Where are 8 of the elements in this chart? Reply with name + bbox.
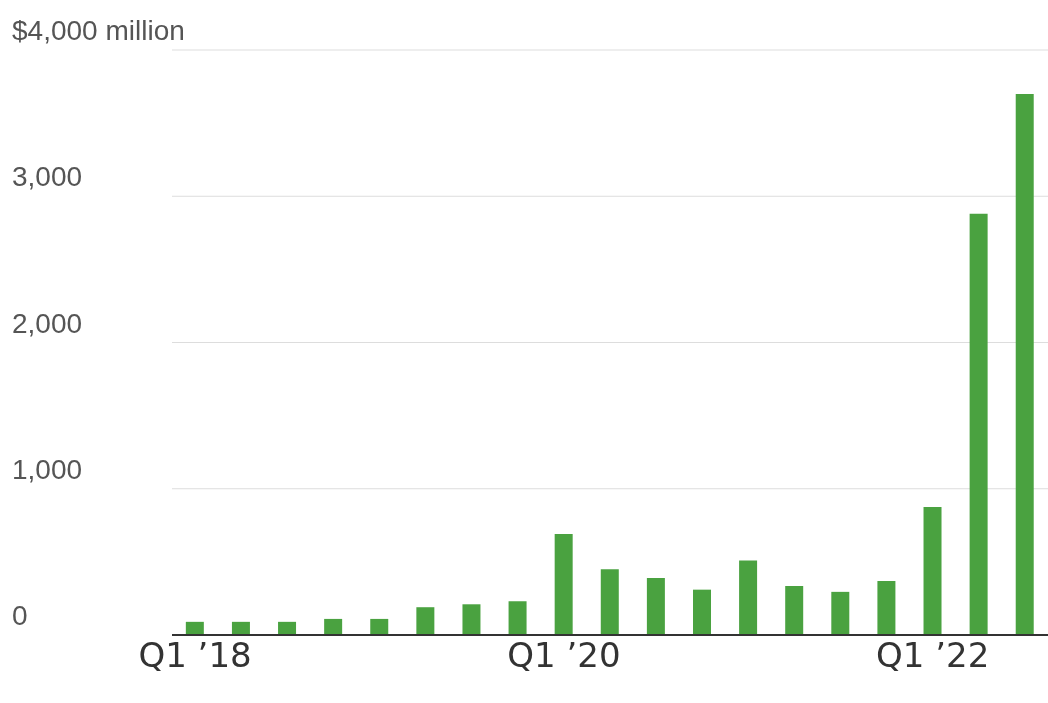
x-tick-label: Q1 ’18 <box>138 635 252 676</box>
y-tick-label: 1,000 <box>12 453 83 485</box>
y-tick-label: 0 <box>12 600 28 631</box>
y-tick-label: $4,000 million <box>12 15 185 46</box>
y-tick-label: 3,000 <box>12 161 83 193</box>
y-tick-label: 2,000 <box>12 307 83 339</box>
x-tick-label: Q1 ’22 <box>876 635 990 676</box>
x-tick-label: Q1 ’20 <box>507 635 621 676</box>
